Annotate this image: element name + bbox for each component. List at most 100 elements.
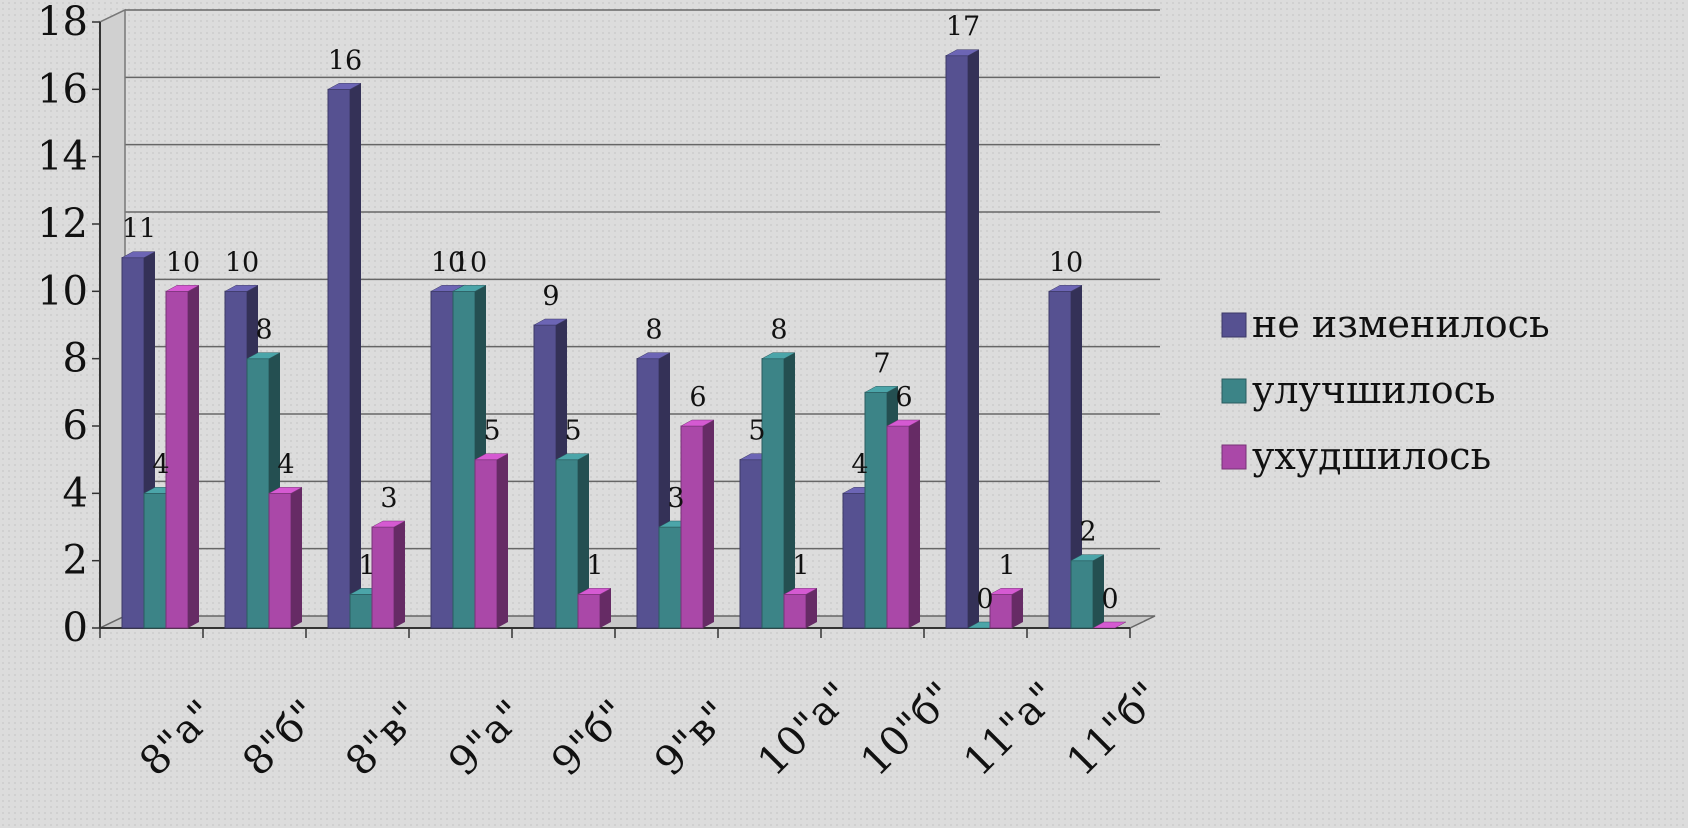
bar-top <box>945 49 980 56</box>
bar-top <box>474 453 509 460</box>
data-label: 1 <box>586 550 603 581</box>
bar-side <box>806 588 817 628</box>
data-label: 1 <box>358 550 375 581</box>
bar-top <box>246 352 281 359</box>
y-tick-label: 0 <box>63 605 88 651</box>
bar <box>327 83 362 629</box>
bar-front <box>474 459 498 629</box>
bar-top <box>989 588 1024 595</box>
bar-front <box>842 492 866 629</box>
bar-front <box>430 290 454 629</box>
bar-front <box>268 492 292 629</box>
bar-side <box>578 453 589 628</box>
bar-top <box>783 588 818 595</box>
bar-front <box>1070 560 1094 629</box>
bar <box>886 419 921 629</box>
bar-front <box>886 425 910 629</box>
x-category-label: 9"а" <box>440 692 533 785</box>
x-category-label: 11"б" <box>1058 674 1170 786</box>
bars <box>121 49 1127 629</box>
data-label: 8 <box>645 315 662 346</box>
bar-top <box>864 386 899 393</box>
bar-side <box>1012 588 1023 628</box>
bar-front <box>533 324 557 629</box>
y-tick-label: 14 <box>37 134 88 180</box>
data-label: 6 <box>689 382 706 413</box>
x-category-label: 9"в" <box>646 693 738 785</box>
data-label: 2 <box>1079 517 1096 548</box>
data-label: 10 <box>166 247 200 278</box>
bar-front <box>761 358 785 629</box>
bar-top <box>1092 621 1127 629</box>
bar-top <box>680 419 715 427</box>
bar-front <box>143 492 167 629</box>
bar-side <box>909 420 920 628</box>
data-label: 16 <box>328 45 362 76</box>
bar <box>783 588 818 629</box>
y-tick-label: 6 <box>63 403 88 449</box>
y-tick-label: 2 <box>63 538 88 584</box>
bar-side <box>350 83 361 629</box>
bar-front <box>783 593 807 629</box>
bar-top <box>224 285 259 292</box>
data-label: 8 <box>255 315 272 346</box>
bar-top <box>268 487 303 494</box>
bar-top <box>1048 285 1083 292</box>
data-label: 10 <box>1049 247 1083 278</box>
bar-front <box>349 593 373 629</box>
data-label: 1 <box>792 550 809 581</box>
bar-side <box>784 352 795 628</box>
bar <box>555 453 590 629</box>
bar-top <box>165 285 200 292</box>
data-label: 7 <box>873 348 890 379</box>
bar <box>680 419 715 629</box>
bar <box>165 285 200 629</box>
x-category-label: 10"а" <box>749 674 860 785</box>
bar <box>989 588 1024 629</box>
bar-front <box>739 459 763 629</box>
bar-side <box>1071 285 1082 628</box>
bar-top <box>555 453 590 460</box>
data-label: 4 <box>851 449 868 480</box>
x-category-label: 8"б" <box>234 692 328 786</box>
y-tick-label: 16 <box>37 66 88 112</box>
x-category-label: 8"в" <box>337 693 429 785</box>
data-label: 1 <box>998 550 1015 581</box>
x-category-label: 8"а" <box>131 692 224 785</box>
x-axis-category-labels: 8"а" 8"б" 8"в" 9"а" 9"б" 9"в" 10"а"10"б"11"а"1… <box>131 674 1170 786</box>
bar-front <box>577 593 601 629</box>
data-label: 9 <box>542 281 559 312</box>
legend-entry: не изменилось <box>1252 302 1550 346</box>
bar-front <box>945 55 969 629</box>
bar-top <box>327 83 362 90</box>
bar-top <box>452 285 487 292</box>
bar-front <box>452 290 476 629</box>
bar <box>1092 621 1127 629</box>
bar <box>1070 554 1105 629</box>
legend-swatch <box>1221 378 1247 404</box>
data-label: 17 <box>946 12 980 43</box>
bar-top <box>1070 554 1105 561</box>
bar-front <box>636 358 660 629</box>
data-label: 5 <box>564 416 581 447</box>
bar-top <box>636 352 671 359</box>
bar-side <box>703 420 714 628</box>
bar-front <box>555 459 579 629</box>
bar-front <box>224 290 248 629</box>
bar-front <box>658 526 682 629</box>
data-label: 5 <box>483 416 500 447</box>
bar <box>474 453 509 629</box>
bar <box>1048 285 1083 629</box>
y-tick-label: 4 <box>63 470 88 516</box>
bar-side <box>1093 554 1104 628</box>
x-category-label: 9"б" <box>543 692 637 786</box>
y-tick-label: 18 <box>37 0 88 45</box>
bar <box>945 49 980 629</box>
data-label: 4 <box>277 449 294 480</box>
x-category-label: 10"б" <box>852 674 964 786</box>
legend-swatch <box>1221 312 1247 338</box>
data-label: 0 <box>1101 584 1118 615</box>
bar-front <box>121 257 145 629</box>
bar <box>577 588 612 629</box>
